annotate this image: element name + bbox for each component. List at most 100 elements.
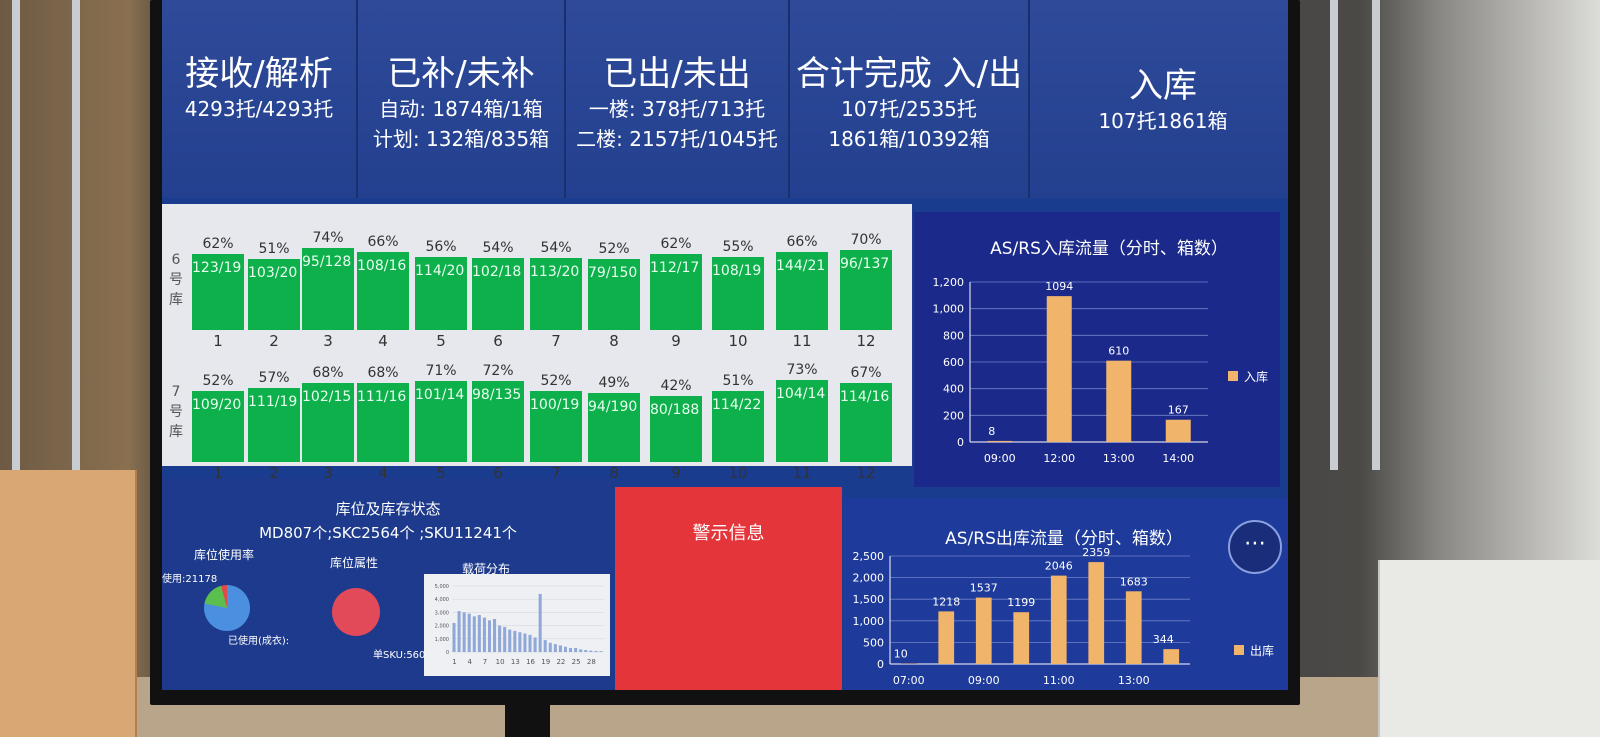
bin-fill: 79/150 [588, 259, 640, 330]
bin-number: 4 [378, 332, 388, 350]
bar [900, 663, 917, 665]
bin-percent: 66% [367, 234, 399, 250]
bin-fill: 111/16 [357, 383, 409, 462]
bin-percent: 72% [482, 363, 514, 379]
metric-title: 合计完成 入/出 [795, 54, 1023, 94]
y-tick-label: 0 [957, 436, 964, 449]
bar [452, 622, 456, 652]
bin-percent: 62% [660, 236, 692, 252]
bin-fill: 96/137 [840, 250, 892, 330]
warehouse-label-char: 库 [169, 292, 183, 308]
bar [513, 630, 517, 652]
bar [563, 646, 568, 652]
bar [1106, 360, 1132, 442]
bin-number: 6 [493, 464, 503, 482]
warehouse-label-char: 6 [171, 252, 181, 268]
y-tick-label: 5,000 [435, 584, 449, 590]
metric-line: 4293托/4293托 [184, 97, 334, 121]
x-tick-label: 13:00 [1118, 674, 1150, 687]
load-label: 载荷分布 [462, 562, 511, 576]
used-label: 使用:21178 [162, 574, 218, 585]
bin-percent: 56% [425, 239, 457, 255]
y-tick-label: 4,000 [435, 597, 449, 603]
bin-ratio: 101/14 [415, 387, 465, 403]
tv-monitor: 接收/解析 4293托/4293托 已补/未补 自动: 1874箱/1箱 计划:… [150, 0, 1300, 705]
y-tick-label: 0 [877, 658, 884, 671]
bin-ratio: 95/128 [302, 254, 352, 270]
bin-fill: 103/20 [248, 259, 300, 330]
bin-number: 6 [493, 332, 503, 350]
warehouse-panel: 6 号 库 62% 123/19 1 51% 103/20 2 74% 95/128 3 66% 1… [162, 204, 912, 482]
bin-ratio: 102/18 [472, 264, 522, 280]
bin-fill: 144/21 [776, 252, 828, 330]
x-tick-label: 09:00 [968, 674, 1000, 687]
bar [548, 642, 552, 652]
bar [493, 619, 497, 652]
data-label: 2359 [1082, 546, 1110, 559]
bar [594, 650, 598, 652]
metric-title: 已补/未补 [387, 54, 535, 94]
bar [518, 632, 522, 652]
bin-number: 5 [436, 464, 446, 482]
usage-label: 库位使用率 [194, 548, 255, 562]
bin-percent: 70% [850, 232, 882, 248]
bin-fill: 102/18 [472, 258, 524, 330]
more-options-button[interactable]: ⋯ [1228, 520, 1282, 574]
warehouse-label-char: 号 [169, 404, 183, 420]
storage-title: 库位及库存状态 [335, 500, 441, 518]
warning-title: 警示信息 [692, 523, 765, 544]
metric-line: 107托/2535托 [841, 97, 977, 121]
bin-number: 7 [551, 332, 561, 350]
chart-title: AS/RS入库流量（分时、箱数） [990, 239, 1228, 259]
usage-pie-chart [204, 585, 250, 631]
bar [533, 637, 537, 652]
x-tick-label: 19 [541, 658, 550, 666]
load-chart: 5,000 4,000 3,000 2,000 1,000 01 4 7 10 13 16 19 22 2… [435, 584, 604, 666]
x-tick-label: 10 [496, 658, 505, 666]
bin-ratio: 103/20 [248, 265, 298, 281]
load-distribution-chart: 5,000 4,000 3,000 2,000 1,000 0 1 4 7 10 13 16 19 22 2… [424, 574, 610, 676]
cabinet [1378, 560, 1600, 737]
bin-fill: 112/17 [650, 254, 702, 330]
metric-total: 合计完成 入/出 107托/2535托 1861箱/10392箱 [790, 0, 1030, 198]
bar [1125, 591, 1142, 664]
bar [482, 617, 486, 652]
bar [523, 633, 527, 652]
x-tick-label: 13:00 [1103, 452, 1135, 465]
x-tick-label: 07:00 [893, 674, 925, 687]
bin-fill: 113/20 [530, 258, 582, 330]
bar [508, 629, 512, 652]
bin-percent: 66% [786, 234, 818, 250]
bin-number: 8 [609, 332, 619, 350]
warehouse-label-char: 号 [169, 272, 183, 288]
y-tick-label: 1,000 [853, 615, 885, 628]
cardboard-box [0, 470, 137, 737]
warehouse-6-row: 6 号 库 62% 123/19 1 51% 103/20 2 74% 95/128 3 66% 1… [162, 228, 912, 356]
chart-title: AS/RS出库流量（分时、箱数） [945, 529, 1183, 549]
y-tick-label: 800 [943, 329, 964, 342]
warehouse-7-row: 7 号 库 52% 109/20 1 57% 111/19 2 68% 102/15 3 68% 1… [162, 360, 912, 488]
y-tick-label: 2,000 [435, 624, 449, 630]
metric-title: 接收/解析 [185, 54, 333, 94]
sku-label: 单SKU:560 [373, 650, 426, 661]
data-label: 344 [1153, 633, 1174, 646]
bar [574, 648, 578, 652]
bin-fill: 80/188 [650, 396, 702, 462]
bin-number: 5 [436, 332, 446, 350]
attr-pie-chart [332, 588, 380, 636]
bin-percent: 71% [425, 363, 457, 379]
storage-summary: MD807个;SKC2564个 ;SKU11241个 [259, 524, 517, 542]
bin-percent: 74% [312, 230, 344, 246]
data-label: 167 [1168, 404, 1189, 417]
metric-line: 1861箱/10392箱 [828, 127, 990, 151]
bar [589, 650, 593, 652]
bar [599, 651, 603, 652]
bin-percent: 67% [850, 365, 882, 381]
bin-fill: 102/15 [302, 383, 354, 462]
bin-percent: 49% [598, 375, 630, 391]
bin-percent: 54% [540, 240, 572, 256]
bin-number: 11 [792, 464, 812, 482]
x-tick-label: 25 [572, 658, 581, 666]
bin-percent: 52% [202, 373, 234, 389]
bar [528, 634, 532, 652]
